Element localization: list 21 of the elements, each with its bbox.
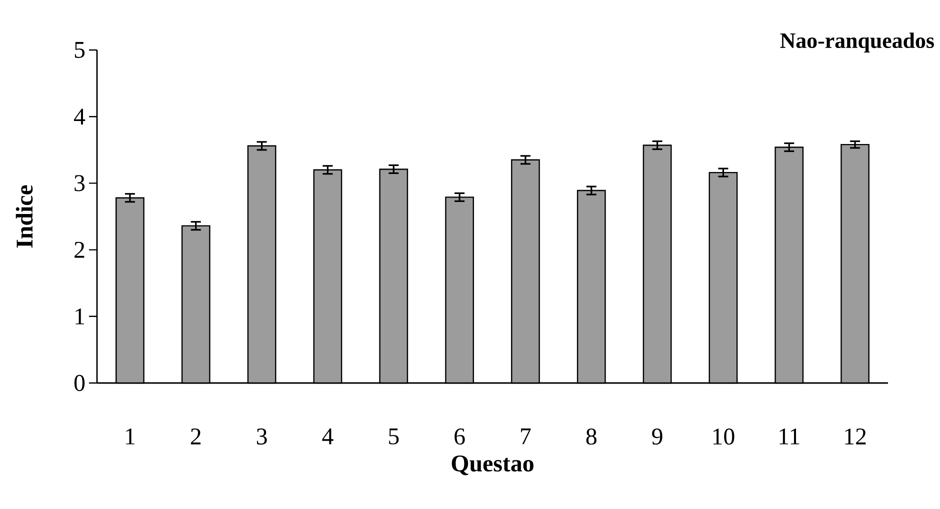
x-tick-label: 10 [713,428,734,445]
y-tick-label: 5 [74,42,85,58]
x-axis-title: Questao [452,456,534,476]
y-tick-label: 3 [74,175,85,192]
y-tick-label: 0 [74,374,85,392]
x-tick-label: 11 [780,428,800,444]
y-tick-label: 2 [74,242,84,258]
x-tick-label: 6 [454,428,465,445]
x-tick-label: 3 [256,428,267,445]
y-tick-label: 1 [76,308,84,324]
x-tick-label: 9 [652,428,662,445]
x-tick-label: 5 [389,428,399,444]
y-tick-label: 4 [74,108,86,124]
x-tick-label: 12 [845,428,866,444]
x-tick-label: 8 [586,428,596,445]
x-tick-label: 1 [126,428,134,444]
y-axis-title: Indice [16,185,33,248]
x-tick-label: 7 [521,428,531,444]
chart-title: Nao-ranqueados [780,32,934,53]
x-tick-label: 4 [322,428,334,444]
x-tick-label: 2 [190,428,201,444]
